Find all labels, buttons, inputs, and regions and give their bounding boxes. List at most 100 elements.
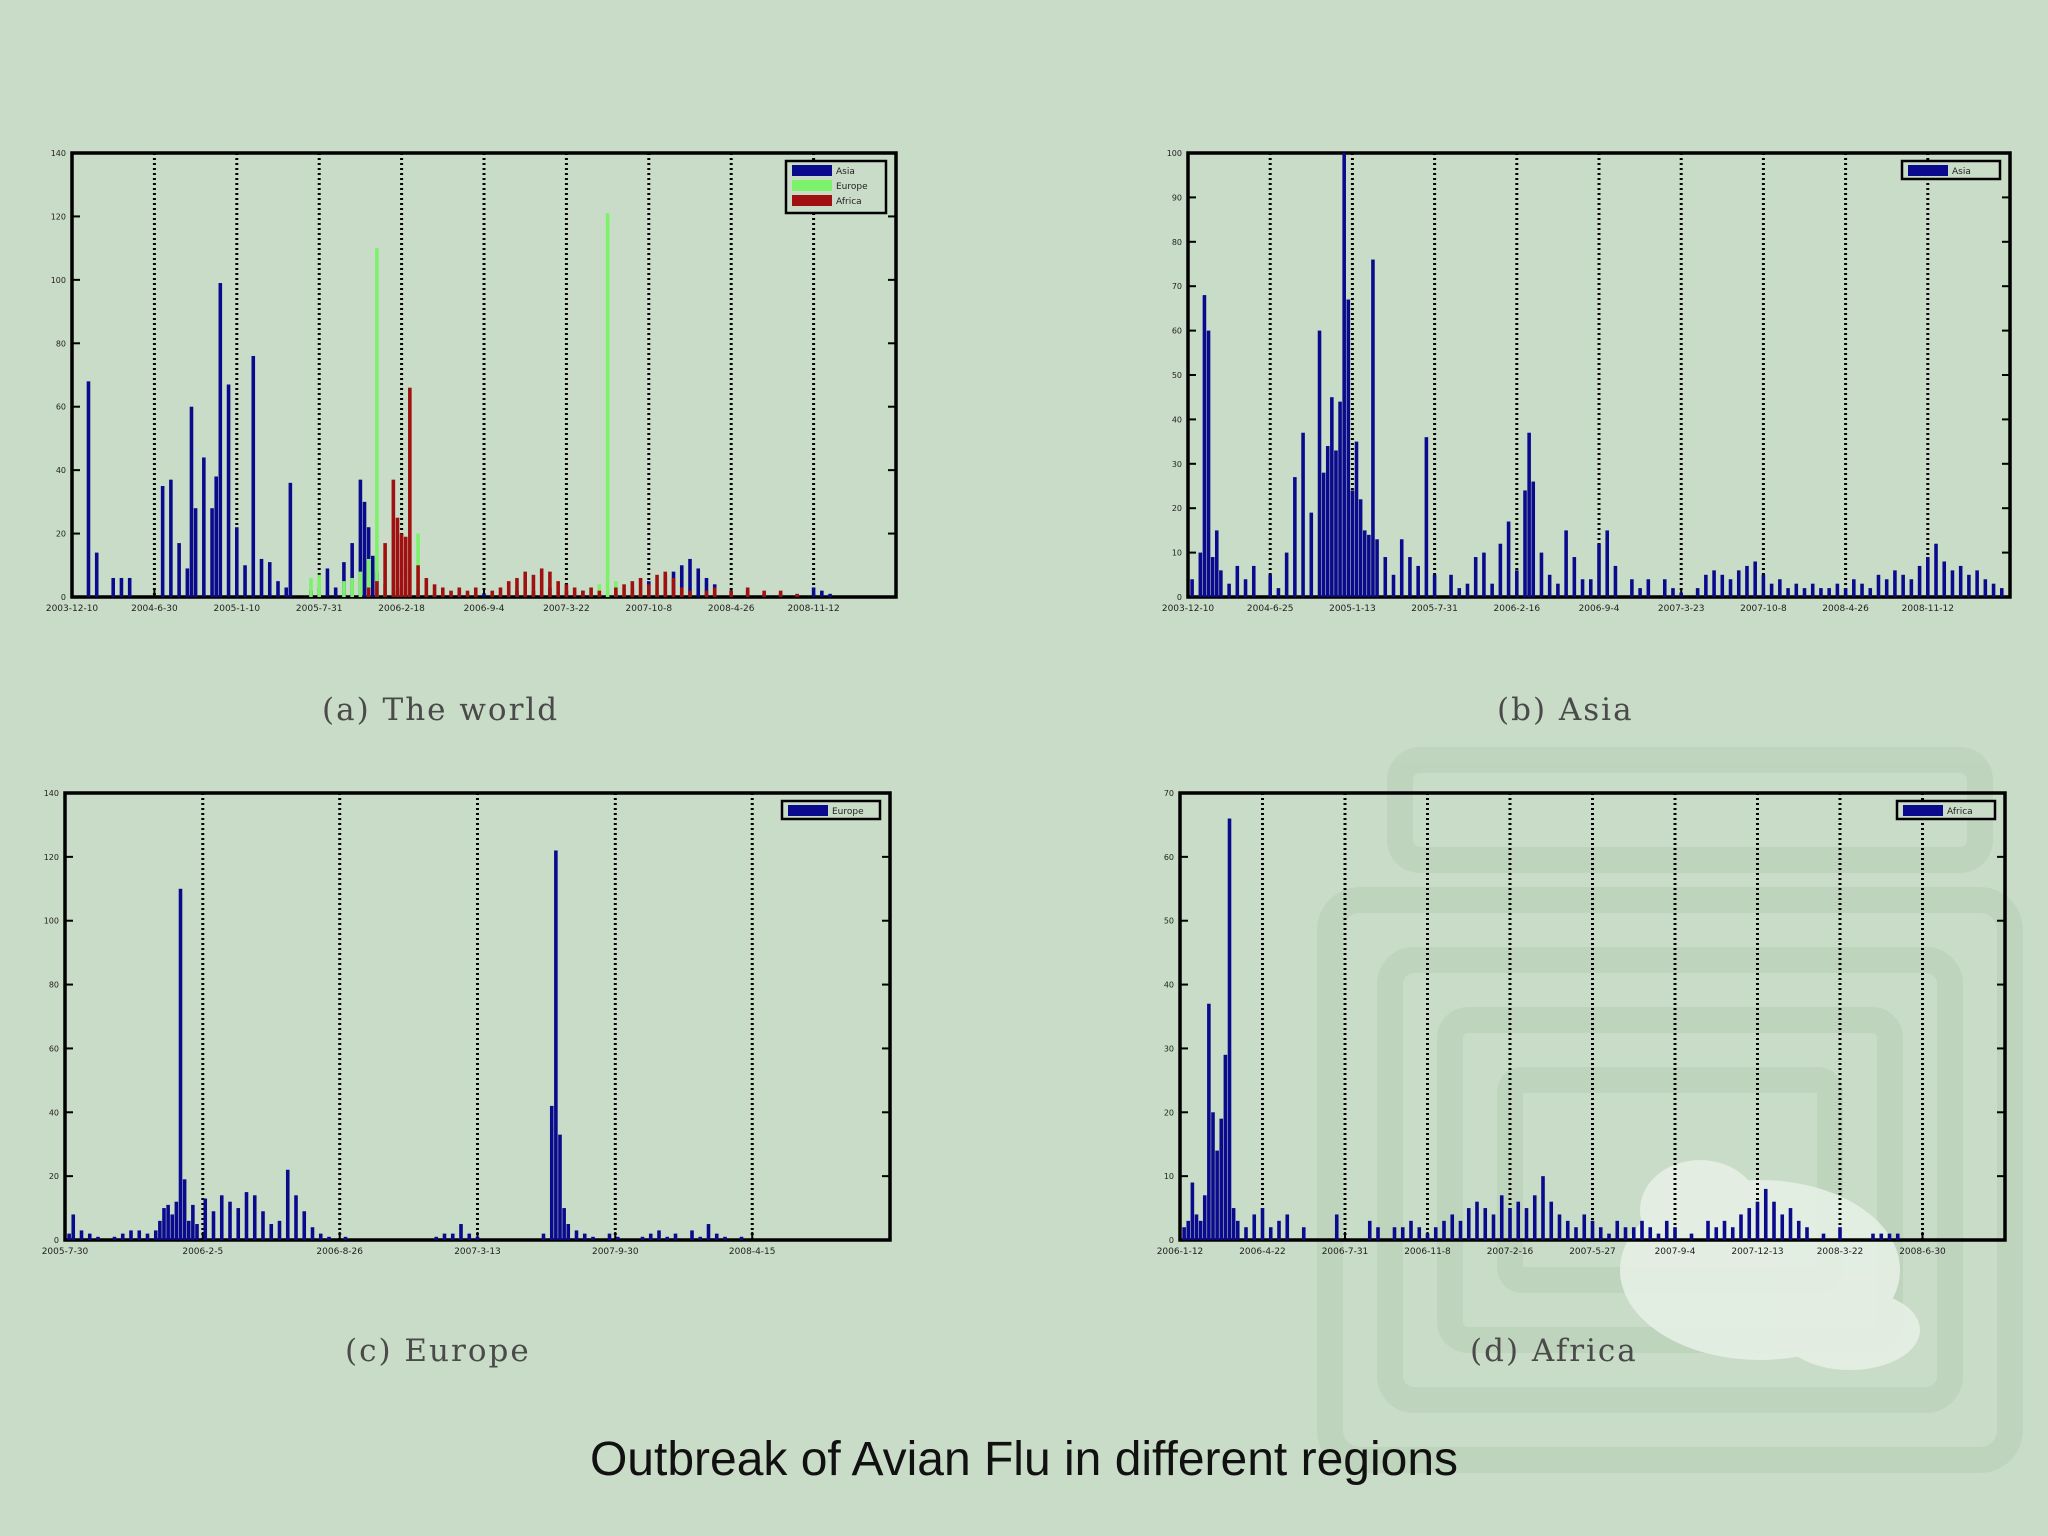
x-tick-label: 2006-9-4 [1579,604,1620,614]
bar [1673,1227,1677,1240]
bar [647,584,651,597]
y-tick-label: 70 [1172,282,1182,291]
bar [358,479,363,597]
bar [1607,1233,1611,1240]
bar [1223,1054,1228,1240]
bar [745,587,750,597]
bar [1371,259,1375,597]
bar [1251,565,1256,597]
y-tick-label: 100 [51,276,66,285]
bar [1646,579,1651,597]
bar [1338,401,1342,597]
bar [473,587,478,597]
bar [243,565,247,597]
bar [302,1211,307,1240]
bar [648,1233,653,1240]
bar [1498,543,1503,597]
bar [1482,552,1486,597]
bar [228,1201,232,1240]
bar [729,590,733,597]
bar [1342,153,1346,597]
bar [1838,1227,1842,1240]
bar [119,577,124,597]
bar [1580,579,1585,597]
bar [1531,481,1536,597]
bar [1598,1227,1603,1240]
bar [269,1224,274,1240]
bar [1805,1227,1809,1240]
bar [630,581,635,597]
bar [1679,592,1683,597]
bar [1532,1195,1537,1240]
bar [1934,543,1938,597]
bar [622,584,626,597]
bar [1714,1227,1719,1240]
bar [71,1214,76,1240]
bar [251,355,256,597]
bar [1868,588,1873,597]
bar [506,581,511,597]
bar [1214,530,1219,597]
bar [589,587,593,597]
bar [1942,561,1947,597]
bar [1991,583,1996,597]
bar [1260,1208,1265,1240]
caption-world: (a) The world [322,692,560,728]
bar [1739,1214,1743,1240]
bar [1556,583,1560,597]
bar [203,1198,208,1240]
bar [318,1233,323,1240]
bar [366,587,371,597]
chart-world: 0 20 40 60 80 100 120 140 2003-12-10 2004-6-30 200… [46,149,898,614]
bar [1549,1201,1554,1240]
bar [671,577,676,597]
bar [434,1236,439,1240]
bar [1449,574,1453,597]
bar [1207,1003,1211,1240]
bar [86,381,91,597]
bar [1227,818,1232,1240]
bar [210,508,214,597]
bar [490,590,495,597]
bar [1786,588,1790,597]
bar [1309,512,1314,597]
bar [1243,579,1248,597]
bar [1755,1201,1760,1240]
bar [399,533,404,597]
bar [566,1224,571,1240]
bar [1615,1220,1620,1240]
bar [158,1220,162,1240]
bar [343,1236,348,1240]
bar [96,1236,100,1240]
bar [591,1236,595,1240]
bar [1761,574,1766,597]
bar [1424,437,1429,597]
y-tick-label: 60 [1164,853,1174,862]
y-tick-label: 40 [1164,981,1174,990]
bar [1926,557,1930,597]
bar [1409,1220,1413,1240]
bar [1730,1227,1735,1240]
bar [317,574,321,597]
y-tick-label: 20 [49,1172,59,1181]
bar [1871,1233,1875,1240]
y-tick-label: 20 [56,530,66,539]
bar [457,587,462,597]
bar [1802,588,1807,597]
bar [1425,1233,1430,1240]
bar [1539,552,1544,597]
bar [112,1236,117,1240]
bar [1198,552,1203,597]
bar [195,1224,199,1240]
bar [1231,1208,1236,1240]
bar [1772,1201,1776,1240]
bar [1527,432,1531,597]
bar [160,486,165,597]
y-tick-label: 60 [1172,327,1182,336]
bar [655,574,659,597]
y-tick-label: 60 [56,403,66,412]
bar [762,590,766,597]
bar [1671,588,1675,597]
bar [1893,570,1897,597]
